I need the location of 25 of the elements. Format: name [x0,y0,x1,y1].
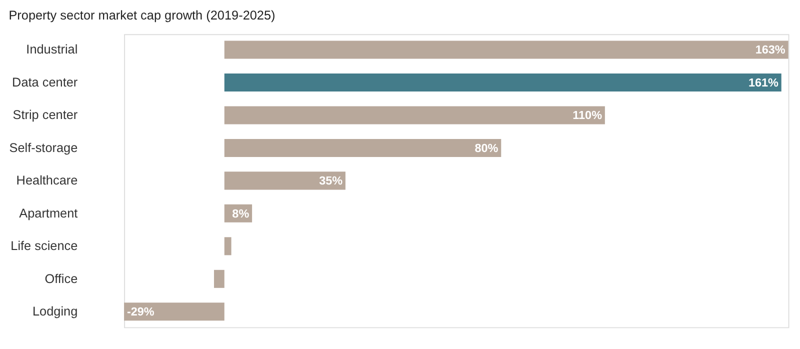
data-label: 161% [748,76,779,90]
bar [124,302,224,321]
y-tick-label: Data center [12,75,78,90]
data-label: 35% [319,174,344,188]
data-label: -29% [126,306,155,319]
y-tick-label: Office [44,272,78,286]
bar [224,138,502,157]
bar [224,106,605,124]
y-tick-label: Self-storage [9,140,78,155]
y-tick-label: Strip center [12,108,78,122]
y-tick-label: Industrial [26,42,78,57]
y-tick-label: Life science [10,239,78,254]
data-label: 163% [755,44,786,57]
bar [224,73,782,92]
bar [224,172,346,190]
bar [224,237,232,256]
y-tick-label: Healthcare [16,174,78,188]
data-label: 80% [474,142,499,155]
y-tick-label: Apartment [19,206,78,220]
y-tick-label: Lodging [32,304,78,319]
bar [214,270,224,288]
bar [224,40,788,59]
chart-title: Property sector market cap growth (2019-2025) [8,8,276,23]
data-label: 110% [572,109,603,122]
data-label: 8% [232,207,250,220]
